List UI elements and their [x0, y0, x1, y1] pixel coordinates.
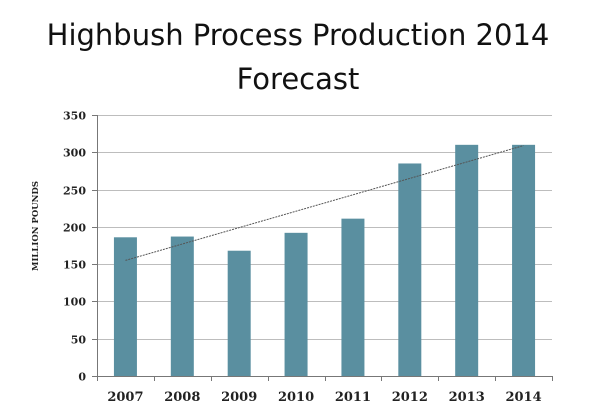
- x-tick-label-2008: 2008: [164, 390, 200, 405]
- x-tick-label-2011: 2011: [335, 390, 371, 405]
- y-tick-label-100: 100: [63, 296, 86, 309]
- x-tick-label-2010: 2010: [278, 390, 314, 405]
- axes: [92, 115, 553, 381]
- bar-2012: [398, 163, 421, 376]
- bars: [114, 145, 535, 376]
- y-tick-label-150: 150: [63, 259, 86, 272]
- y-tick-label-350: 350: [63, 110, 86, 123]
- y-tick-label-200: 200: [63, 222, 86, 235]
- bar-2007: [114, 237, 137, 376]
- y-tick-label-300: 300: [63, 147, 86, 160]
- bar-2013: [455, 145, 478, 376]
- gridlines: [97, 116, 552, 340]
- y-tick-label-250: 250: [63, 185, 86, 198]
- x-tick-label-2012: 2012: [392, 390, 428, 405]
- bar-2011: [341, 219, 364, 376]
- x-tick-label-2007: 2007: [107, 390, 143, 405]
- x-tick-label-2013: 2013: [449, 390, 485, 405]
- y-tick-label-0: 0: [78, 371, 86, 384]
- bar-2014: [512, 145, 535, 376]
- bar-2008: [171, 237, 194, 376]
- bar-2010: [285, 233, 308, 376]
- x-tick-label-2009: 2009: [221, 390, 257, 405]
- x-tick-label-2014: 2014: [505, 390, 541, 405]
- y-tick-labels: 0 50 100 150 200 250 300 350: [63, 110, 86, 384]
- y-tick-label-50: 50: [71, 334, 87, 347]
- x-tick-labels: 2007 2008 2009 2010 2011 2012 2013 2014: [107, 390, 541, 405]
- bar-2009: [228, 251, 251, 376]
- y-axis-label: MILLION POUNDS: [31, 181, 41, 271]
